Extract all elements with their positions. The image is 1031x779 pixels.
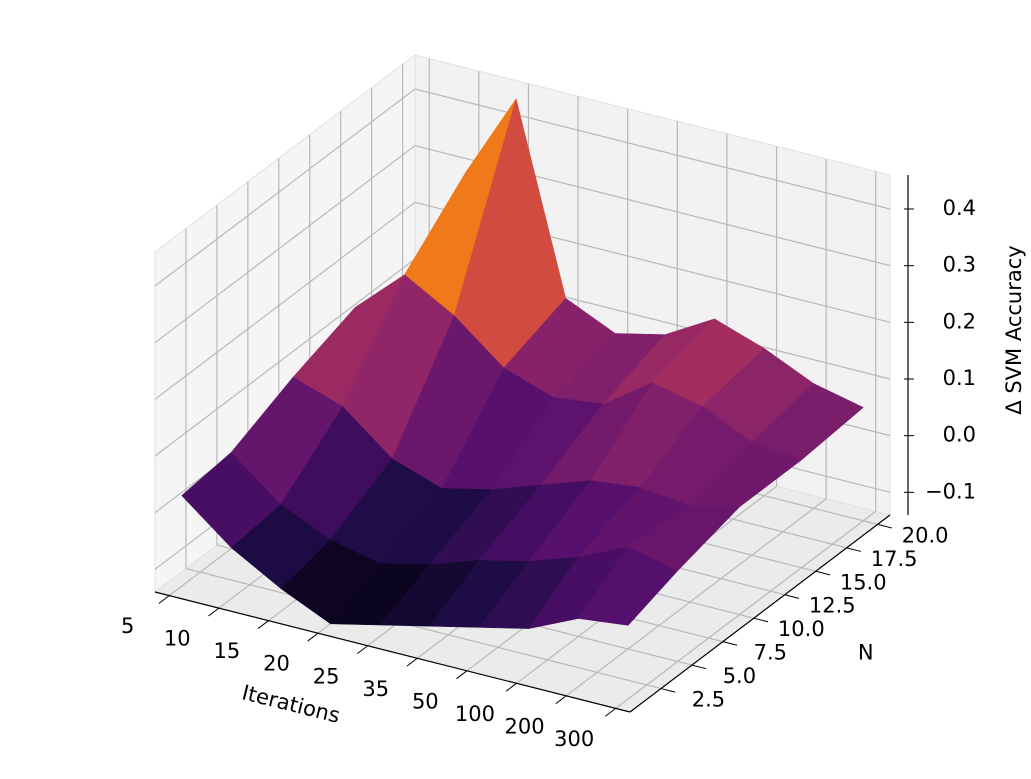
y-tick [660,688,676,693]
z-grid-line [154,258,416,457]
x-tick-label: 35 [362,677,389,701]
x-tick [456,670,468,680]
z-tick-label: 0.4 [943,196,976,220]
z-grid-line [154,145,416,344]
x-tick [158,595,170,604]
z-grid-line [414,88,891,210]
x-tick-label: 200 [504,714,544,738]
x-tick [307,632,319,642]
x-tick-label: 50 [412,689,439,713]
x-tick [406,657,418,667]
y-tick-label: 5.0 [723,664,756,688]
x-tick [356,645,368,655]
x-tick [208,607,220,617]
z-tick-label: 0.1 [943,366,976,390]
axis-line [629,514,891,713]
surface-cell [578,546,679,626]
y-axis-title: N [858,640,874,664]
y-tick [877,523,892,529]
z-tick-label: 0.2 [943,309,976,333]
y-tick [815,570,831,576]
y-tick-label: 12.5 [809,594,856,618]
x-tick-label: 5 [121,614,134,638]
z-axis-title: Δ SVM Accuracy [1002,245,1026,414]
axis-line [154,591,631,713]
z-grid-line [154,88,416,287]
z-tick-label: −0.1 [925,479,976,503]
x-tick [605,708,617,717]
y-tick [784,594,800,599]
y-tick [691,664,707,670]
x-tick-label: 300 [554,727,594,751]
y-tick-label: 15.0 [840,570,887,594]
z-tick-label: 0.0 [943,423,976,447]
x-tick-label: 20 [263,652,290,676]
y-tick [722,641,738,646]
y-tick [846,547,862,552]
x-tick [505,682,517,692]
x-tick-label: 15 [214,639,241,663]
y-tick-label: 10.0 [778,617,825,641]
y-tick-label: 7.5 [754,641,787,665]
z-tick-label: 0.3 [943,253,976,277]
x-tick-label: 100 [455,702,495,726]
y-tick-label: 20.0 [902,523,949,547]
z-grid-line [154,201,416,400]
y-tick-label: 2.5 [692,688,725,712]
y-grid-line [185,567,662,690]
x-tick [555,695,567,705]
x-tick-label: 10 [164,627,191,651]
x-tick-label: 25 [313,664,340,688]
y-tick-label: 17.5 [871,547,918,571]
x-tick [257,620,269,629]
y-tick [753,617,769,623]
